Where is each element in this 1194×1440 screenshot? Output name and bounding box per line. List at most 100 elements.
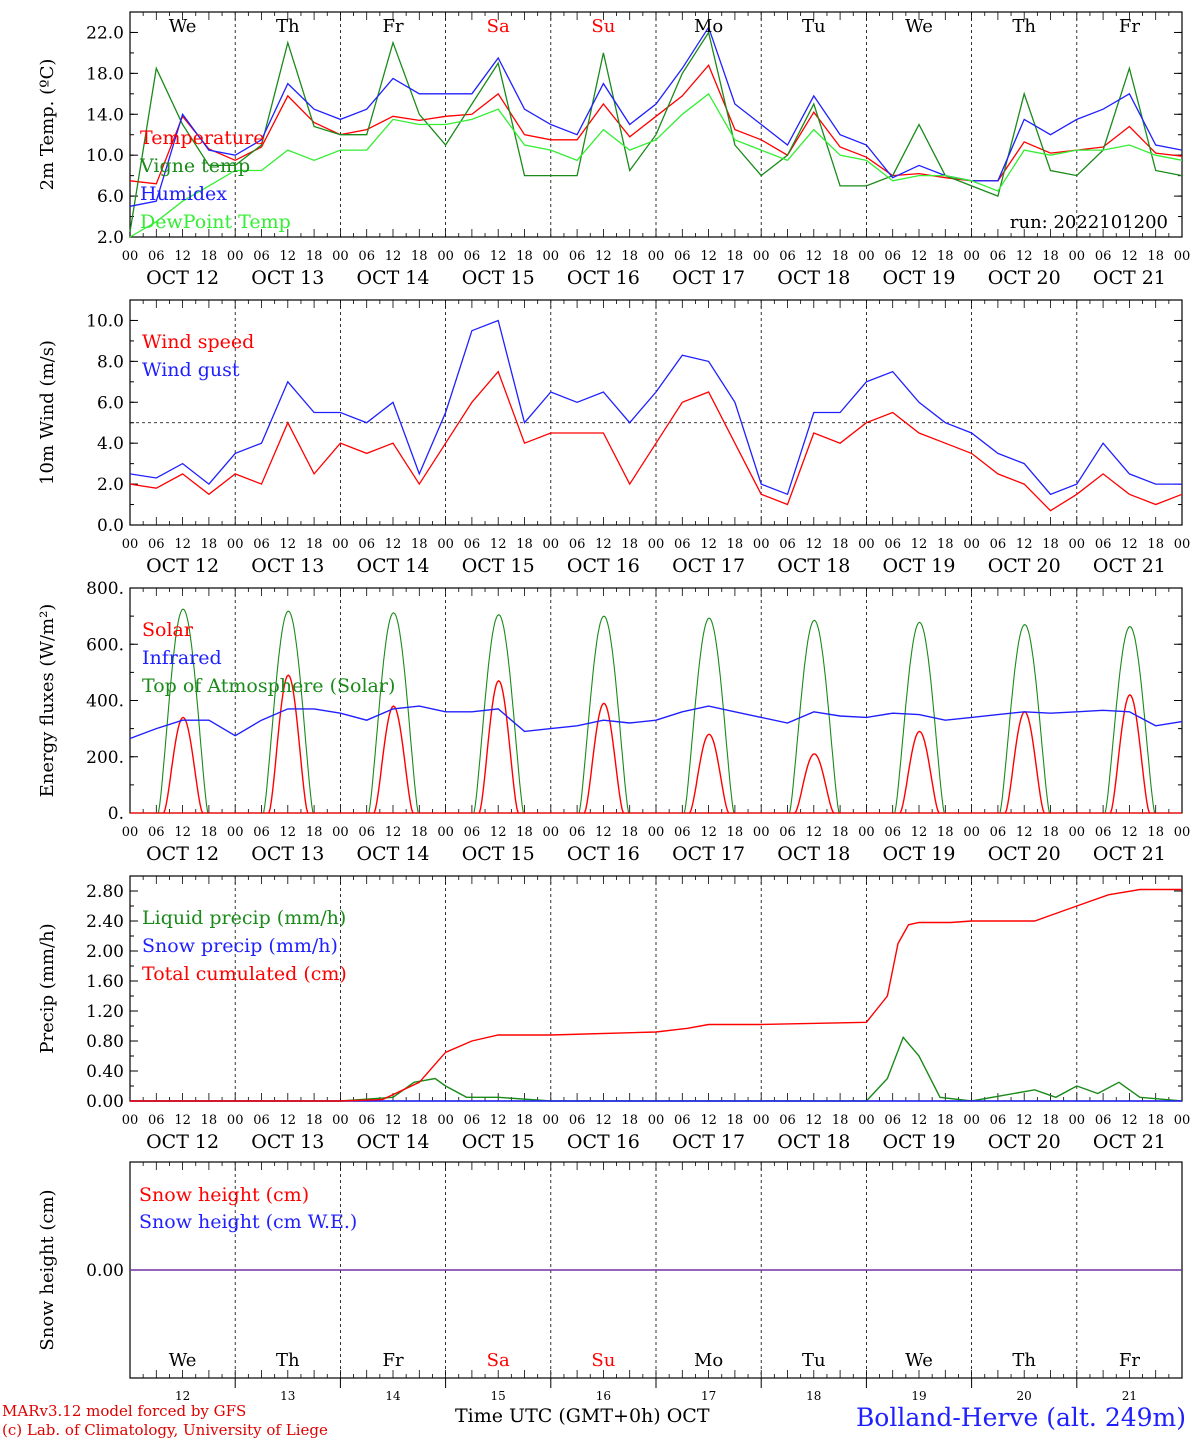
hour-tick-label: 00 bbox=[227, 1113, 244, 1128]
hour-tick-label: 06 bbox=[884, 1113, 901, 1128]
panel-1: 0.0 2.0 4.0 6.0 8.0 10.0 10m Wind (m/s) 00 06 12 1… bbox=[37, 299, 1190, 577]
weekday-label: Su bbox=[591, 1350, 615, 1371]
y-tick-label: 0.40 bbox=[86, 1062, 124, 1082]
series-line bbox=[373, 705, 414, 814]
hour-tick-label: 00 bbox=[753, 537, 770, 552]
series-line bbox=[794, 753, 835, 814]
hour-tick-label: 18 bbox=[1147, 249, 1164, 264]
hour-tick-label: 12 bbox=[385, 1113, 402, 1128]
date-label: OCT 19 bbox=[882, 555, 955, 577]
weekday-label: Fr bbox=[382, 16, 403, 37]
panel-0: 2.0 6.0 10.0 14.0 18.0 22.0 2m Temp. (ºC) 00 06 1… bbox=[37, 11, 1190, 289]
hour-tick-label: 18 bbox=[727, 825, 744, 840]
hour-tick-label: 06 bbox=[464, 537, 481, 552]
hour-tick-label: 06 bbox=[358, 825, 375, 840]
date-label: OCT 12 bbox=[146, 267, 219, 289]
hour-tick-label: 12 bbox=[911, 537, 928, 552]
hour-tick-label: 06 bbox=[464, 249, 481, 264]
panel-3: 0.00 0.40 0.80 1.20 1.60 2.00 2.40 2.80 Precip (… bbox=[37, 875, 1191, 1153]
hour-tick-label: 06 bbox=[674, 537, 691, 552]
hour-tick-label: 12 bbox=[280, 1113, 297, 1128]
hour-tick-label: 18 bbox=[832, 249, 849, 264]
date-label: OCT 20 bbox=[988, 555, 1061, 577]
hour-tick-label: 00 bbox=[858, 537, 875, 552]
series-line bbox=[578, 615, 630, 814]
weekday-label: We bbox=[905, 1350, 933, 1371]
hour-tick-label: 06 bbox=[464, 825, 481, 840]
hour-tick-label: 18 bbox=[306, 249, 323, 264]
hour-tick-label: 00 bbox=[963, 825, 980, 840]
hour-tick-label: 06 bbox=[148, 1113, 165, 1128]
hour-tick-label: 00 bbox=[332, 537, 349, 552]
date-label: OCT 21 bbox=[1093, 1131, 1166, 1153]
hour-tick-label: 18 bbox=[1147, 1113, 1164, 1128]
date-label: OCT 14 bbox=[356, 843, 429, 865]
y-tick-label: 0.80 bbox=[86, 1032, 124, 1052]
date-label: OCT 18 bbox=[777, 843, 850, 865]
hour-tick-label: 00 bbox=[1069, 1113, 1086, 1128]
hour-tick-label: 18 bbox=[1147, 537, 1164, 552]
date-label: OCT 16 bbox=[567, 843, 640, 865]
hour-tick-label: 18 bbox=[937, 249, 954, 264]
hour-tick-label: 12 bbox=[595, 825, 612, 840]
credit-model: MARv3.12 model forced by GFS bbox=[2, 1402, 247, 1420]
hour-tick-label: 00 bbox=[122, 1113, 139, 1128]
hour-tick-label: 12 bbox=[490, 1113, 507, 1128]
y-tick-label: 18.0 bbox=[86, 64, 124, 84]
hour-tick-label: 06 bbox=[358, 1113, 375, 1128]
hour-tick-label: 00 bbox=[437, 1113, 454, 1128]
date-label: OCT 15 bbox=[462, 267, 535, 289]
panel-2: 0. 200. 400. 600. 800. Energy fluxes (W/m²) 00… bbox=[37, 579, 1190, 865]
hour-tick-label: 18 bbox=[1147, 825, 1164, 840]
hour-tick-label: 06 bbox=[990, 1113, 1007, 1128]
hour-tick-label: 06 bbox=[569, 1113, 586, 1128]
weekday-label: Th bbox=[1012, 1350, 1036, 1371]
series-line bbox=[999, 623, 1050, 814]
hour-tick-label: 18 bbox=[1042, 825, 1059, 840]
date-label: OCT 20 bbox=[988, 1131, 1061, 1153]
hour-tick-label: 06 bbox=[884, 249, 901, 264]
hour-tick-label: 06 bbox=[253, 249, 270, 264]
series-line bbox=[478, 679, 519, 814]
series-line bbox=[1104, 625, 1156, 814]
hour-tick-label: 18 bbox=[1042, 537, 1059, 552]
y-axis-title: Precip (mm/h) bbox=[37, 923, 58, 1053]
hour-tick-label: 06 bbox=[884, 537, 901, 552]
series-line bbox=[263, 610, 314, 814]
hour-tick-label: 00 bbox=[122, 825, 139, 840]
hour-tick-label: 18 bbox=[306, 825, 323, 840]
legend-entry: Snow height (cm W.E.) bbox=[139, 1211, 357, 1233]
weekday-label: Tu bbox=[802, 1350, 826, 1371]
y-tick-label: 10.0 bbox=[86, 311, 124, 331]
hour-tick-label: 18 bbox=[201, 1113, 218, 1128]
hour-tick-label: 12 bbox=[595, 537, 612, 552]
hour-tick-label: 12 bbox=[1016, 1113, 1033, 1128]
hour-tick-label: 00 bbox=[332, 249, 349, 264]
hour-tick-label: 06 bbox=[990, 825, 1007, 840]
day-number-label: 17 bbox=[701, 1389, 716, 1403]
hour-tick-label: 18 bbox=[937, 1113, 954, 1128]
series-line bbox=[583, 702, 625, 814]
weekday-label: Su bbox=[591, 16, 615, 37]
weekday-label: Th bbox=[276, 1350, 300, 1371]
date-label: OCT 18 bbox=[777, 1131, 850, 1153]
date-label: OCT 17 bbox=[672, 267, 745, 289]
hour-tick-label: 00 bbox=[1174, 1113, 1191, 1128]
series-line bbox=[129, 92, 1183, 238]
hour-tick-label: 12 bbox=[700, 249, 717, 264]
legend-entry: DewPoint Temp bbox=[140, 211, 291, 233]
y-tick-label: 8.0 bbox=[97, 352, 124, 372]
date-label: OCT 18 bbox=[777, 555, 850, 577]
date-label: OCT 14 bbox=[356, 555, 429, 577]
legend-entry: Wind gust bbox=[142, 359, 240, 381]
date-label: OCT 21 bbox=[1093, 843, 1166, 865]
hour-tick-label: 00 bbox=[1069, 249, 1086, 264]
y-tick-label: 600. bbox=[86, 635, 124, 655]
hour-tick-label: 12 bbox=[700, 1113, 717, 1128]
y-tick-label: 2.40 bbox=[86, 912, 124, 932]
weekday-label: Sa bbox=[487, 1350, 510, 1371]
hour-tick-label: 06 bbox=[253, 825, 270, 840]
series-line bbox=[130, 888, 1182, 1102]
date-label: OCT 16 bbox=[567, 555, 640, 577]
y-tick-label: 200. bbox=[86, 748, 124, 768]
